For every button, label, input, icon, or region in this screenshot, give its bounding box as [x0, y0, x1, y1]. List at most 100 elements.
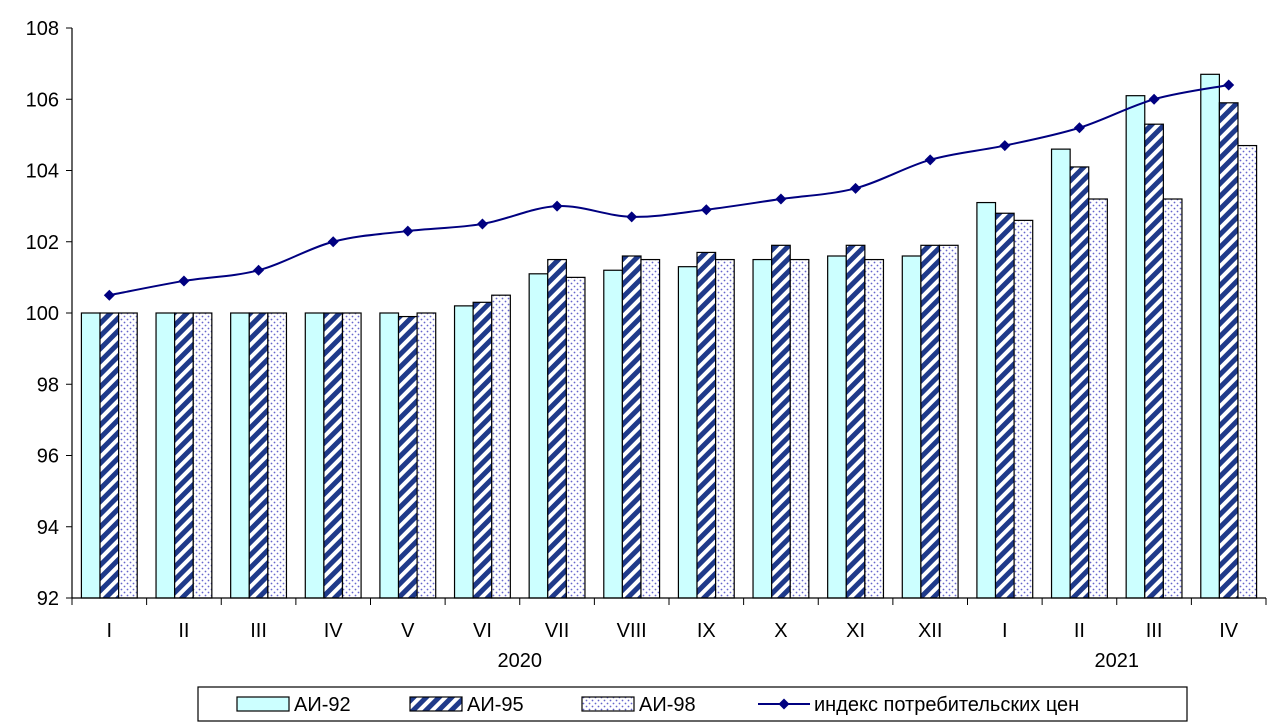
y-tick-label: 108: [26, 18, 59, 40]
line-marker: [850, 182, 862, 194]
line-marker: [999, 140, 1011, 152]
bar-АИ-98: [1088, 198, 1108, 599]
y-tick-label: 100: [26, 303, 59, 325]
legend-label: индекс потребительских цен: [814, 694, 1079, 716]
x-tick-label: V: [401, 620, 415, 642]
line-marker: [476, 218, 488, 230]
bar-АИ-95: [248, 312, 269, 599]
bar-АИ-98: [1237, 144, 1258, 599]
bar-АИ-92: [304, 312, 325, 599]
x-tick-label: III: [1146, 620, 1163, 642]
bar-АИ-98: [1162, 198, 1183, 599]
bar-АИ-92: [1200, 73, 1220, 599]
line-marker: [551, 200, 563, 212]
legend-swatch: [236, 696, 290, 712]
bar-АИ-98: [192, 312, 213, 599]
line-marker: [924, 154, 936, 166]
bar-АИ-92: [453, 305, 474, 599]
bar-АИ-95: [1144, 123, 1164, 599]
bar-АИ-98: [715, 258, 735, 599]
legend-label: АИ-95: [467, 694, 524, 716]
line-marker: [1223, 79, 1235, 91]
bar-АИ-92: [379, 312, 400, 599]
bar-АИ-95: [845, 244, 866, 599]
bar-АИ-95: [174, 312, 194, 599]
bar-АИ-98: [1013, 219, 1034, 599]
legend-label: АИ-92: [294, 694, 351, 716]
line-индекс потребительских цен: [109, 84, 1229, 297]
bar-АИ-92: [528, 273, 549, 599]
x-tick-label: I: [1002, 620, 1008, 642]
bar-АИ-98: [416, 312, 437, 599]
line-marker: [103, 289, 115, 301]
bar-АИ-95: [994, 212, 1015, 599]
bar-АИ-98: [491, 294, 511, 599]
bar-АИ-95: [920, 244, 941, 599]
x-tick-label: II: [1074, 620, 1085, 642]
line-marker: [626, 211, 638, 223]
x-tick-label: IX: [697, 620, 716, 642]
bar-АИ-98: [565, 276, 586, 599]
bar-АИ-98: [341, 312, 362, 599]
bar-АИ-95: [397, 315, 418, 599]
legend-swatch: [409, 696, 463, 712]
legend-marker: [778, 698, 790, 710]
bar-АИ-98: [118, 312, 138, 599]
bar-АИ-98: [789, 258, 810, 599]
legend: АИ-92 АИ-95 АИ-98 индекс потребительских це…: [197, 686, 1188, 722]
x-tick-label: VII: [545, 620, 569, 642]
line-marker: [178, 275, 190, 287]
bar-АИ-92: [155, 312, 176, 599]
y-tick-label: 94: [37, 517, 59, 539]
x-tick-label: II: [178, 620, 189, 642]
bar-АИ-92: [603, 269, 623, 599]
bar-АИ-95: [99, 312, 120, 599]
y-tick-label: 106: [26, 89, 59, 111]
x-tick-label: XI: [846, 620, 865, 642]
bar-АИ-92: [827, 255, 847, 599]
bar-АИ-95: [1069, 166, 1090, 599]
year-label: 2021: [1095, 650, 1140, 672]
x-tick-label: X: [774, 620, 787, 642]
bar-АИ-95: [771, 244, 791, 599]
y-tick-label: 96: [37, 446, 59, 468]
x-tick-label: IV: [324, 620, 344, 642]
line-marker: [253, 264, 265, 276]
x-tick-label: IV: [1219, 620, 1239, 642]
y-tick-label: 98: [37, 374, 59, 396]
bar-АИ-98: [267, 312, 288, 599]
bar-АИ-95: [696, 251, 717, 599]
bar-АИ-92: [976, 201, 997, 599]
bar-АИ-95: [621, 255, 642, 599]
bar-АИ-98: [864, 258, 885, 599]
bar-АИ-92: [1125, 95, 1146, 599]
x-tick-label: I: [107, 620, 113, 642]
bar-АИ-95: [1218, 102, 1239, 599]
line-marker: [775, 193, 787, 205]
bar-АИ-95: [323, 312, 344, 599]
bar-АИ-92: [752, 258, 773, 599]
legend-frame: [197, 686, 1188, 722]
y-tick-label: 92: [37, 588, 59, 610]
y-tick-label: 102: [26, 232, 59, 254]
line-marker: [327, 236, 339, 248]
y-tick-label: 104: [26, 161, 59, 183]
bar-АИ-95: [472, 301, 493, 599]
legend-label: АИ-98: [639, 694, 696, 716]
x-tick-label: XII: [918, 620, 942, 642]
x-tick-label: VIII: [617, 620, 647, 642]
bar-АИ-98: [640, 258, 661, 599]
line-marker: [700, 204, 712, 216]
bar-АИ-92: [80, 312, 101, 599]
legend-swatch: [581, 696, 635, 712]
line-marker: [1148, 93, 1160, 105]
bar-АИ-92: [677, 266, 698, 599]
x-tick-label: VI: [473, 620, 492, 642]
bar-АИ-92: [901, 255, 922, 599]
bar-АИ-92: [1050, 148, 1071, 599]
bar-АИ-95: [547, 258, 567, 599]
x-tick-label: III: [250, 620, 267, 642]
line-marker: [1073, 122, 1085, 134]
